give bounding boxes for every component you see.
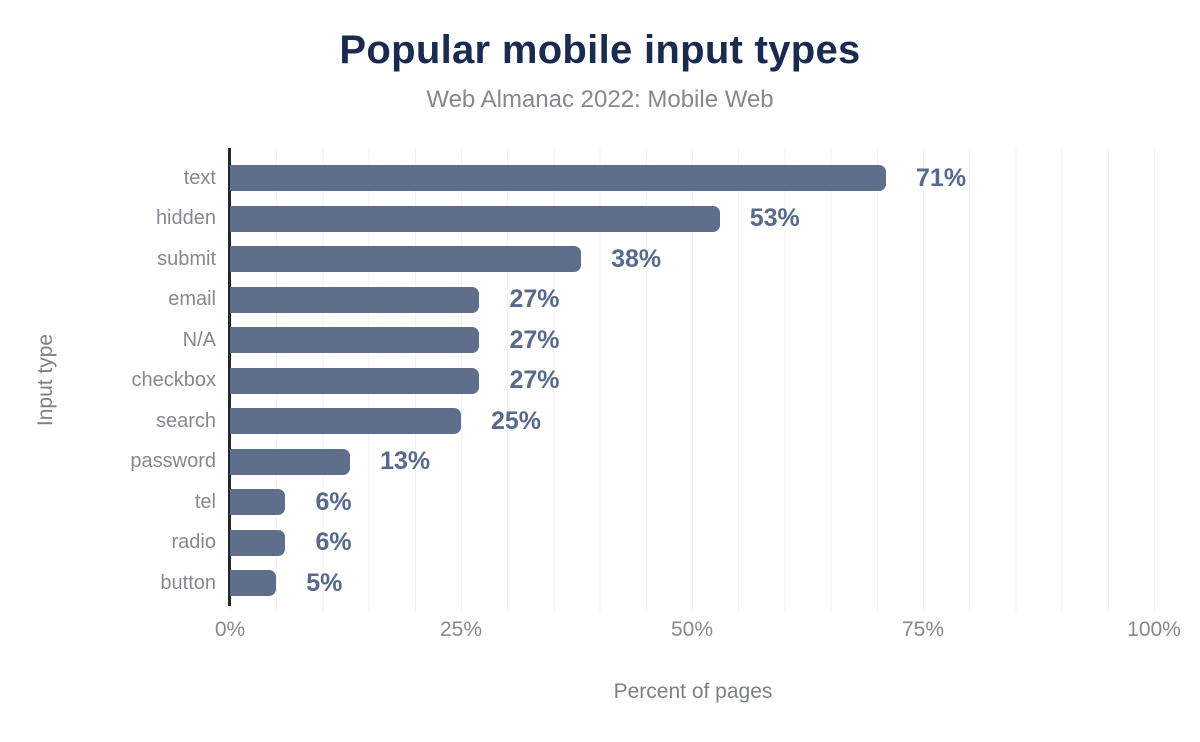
- value-label: 27%: [509, 366, 560, 395]
- bar: [230, 489, 286, 516]
- category-label: submit: [157, 247, 216, 270]
- y-axis-title: Input type: [34, 333, 57, 427]
- value-label: 25%: [491, 406, 542, 435]
- bar-row: text 71%: [184, 158, 1156, 199]
- plot-area: text 71% hidden 53% submit 38% email 27% N/A 27% c…: [130, 148, 1156, 612]
- bar: [230, 367, 480, 394]
- x-tick-label: 75%: [901, 618, 945, 641]
- category-label: checkbox: [131, 369, 217, 392]
- bar: [230, 408, 461, 435]
- x-tick-label: 100%: [1127, 618, 1181, 641]
- chart-subtitle: Web Almanac 2022: Mobile Web: [426, 86, 774, 113]
- bar-row: search 25%: [156, 401, 1156, 442]
- value-label: 5%: [306, 568, 343, 597]
- x-tick-label: 25%: [439, 618, 483, 641]
- category-label: button: [160, 571, 216, 594]
- x-tick-label: 0%: [214, 618, 246, 641]
- bar-row: password 13%: [130, 442, 1156, 483]
- category-label: password: [130, 450, 216, 473]
- value-label: 6%: [315, 528, 352, 557]
- bar-row: button 5%: [160, 563, 1156, 604]
- bar: [230, 529, 286, 556]
- category-label: N/A: [182, 328, 216, 351]
- bar-row: checkbox 27%: [132, 361, 1156, 402]
- bar-row: submit 38%: [157, 239, 1156, 280]
- bar: [230, 286, 480, 313]
- x-tick-label: 50%: [670, 618, 714, 641]
- bar-row: hidden 53%: [156, 199, 1156, 240]
- x-axis-title: Percent of pages: [613, 680, 773, 703]
- value-label: 53%: [749, 204, 800, 233]
- value-label: 6%: [315, 487, 352, 516]
- category-label: search: [155, 409, 216, 432]
- y-axis-line: [228, 148, 231, 606]
- bar: [230, 448, 351, 475]
- bar: [230, 570, 277, 597]
- bar: [230, 205, 720, 232]
- bar-row: email 27%: [168, 280, 1156, 321]
- category-label: text: [183, 166, 216, 189]
- bar: [230, 165, 887, 192]
- bar: [230, 246, 582, 273]
- bar-row: N/A 27%: [183, 320, 1156, 361]
- value-label: 27%: [509, 325, 560, 354]
- category-label: radio: [171, 531, 216, 554]
- category-label: tel: [194, 490, 216, 513]
- bar-row: radio 6%: [172, 523, 1156, 564]
- category-label: email: [168, 288, 216, 311]
- chart-title: Popular mobile input types: [339, 28, 861, 72]
- x-axis-ticks: 0% 25% 50% 75% 100%: [215, 618, 1181, 648]
- bar: [230, 327, 480, 354]
- bar-rows: text 71% hidden 53% submit 38% email 27% N/A 27% c…: [130, 158, 1156, 604]
- category-label: hidden: [155, 207, 216, 230]
- value-label: 27%: [509, 285, 560, 314]
- value-label: 71%: [916, 163, 967, 192]
- value-label: 38%: [611, 244, 662, 273]
- bar-row: tel 6%: [195, 482, 1156, 523]
- value-label: 13%: [380, 447, 431, 476]
